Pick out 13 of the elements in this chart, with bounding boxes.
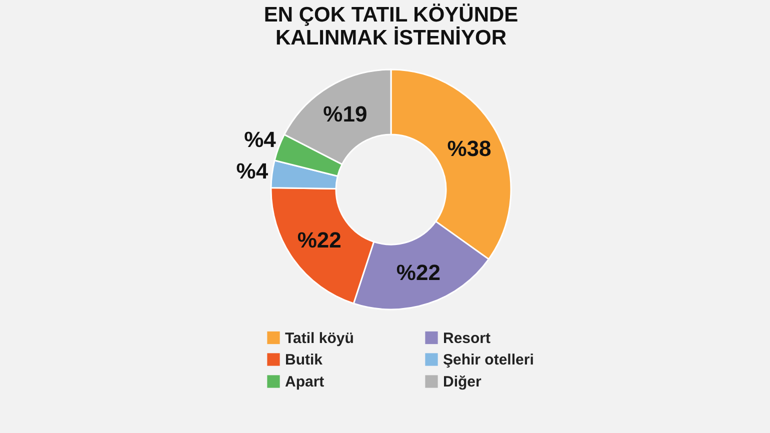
chart-title: EN ÇOK TATIL KÖYÜNDE KALINMAK İSTENİYOR <box>264 4 518 50</box>
data-label: %22 <box>396 260 440 286</box>
data-label: %19 <box>323 101 368 126</box>
legend-label: Butik <box>285 352 324 368</box>
data-label: %22 <box>297 228 342 253</box>
legend-label: Resort <box>443 330 491 347</box>
data-label: %4 <box>244 127 277 152</box>
legend-label: Apart <box>285 374 324 390</box>
data-label: %4 <box>236 158 269 184</box>
legend-label: Şehir otelleri <box>443 352 534 368</box>
legend-label: Diğer <box>443 374 482 390</box>
legend-label: Tatil köyü <box>285 330 354 347</box>
data-label: %38 <box>447 136 492 162</box>
